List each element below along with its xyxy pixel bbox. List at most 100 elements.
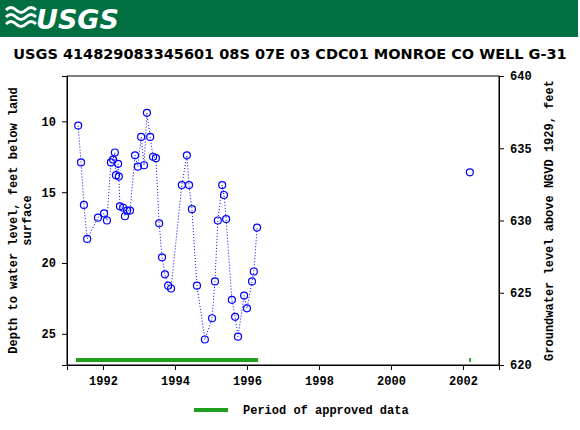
- x-axis-tick: 1992: [89, 365, 118, 389]
- y-axis-tick: 10: [42, 116, 67, 130]
- logo: [6, 8, 36, 27]
- header-banner: [0, 0, 578, 37]
- x-axis-tick-mark: [463, 365, 464, 370]
- y2-axis-tick: 620: [499, 359, 532, 373]
- y2-axis-tick-mark: [499, 76, 504, 77]
- y2-axis-title: Groundwater level above NGVD 1929, feet: [543, 80, 557, 361]
- x-axis-tick-label: 1996: [233, 375, 262, 389]
- data-point: [75, 122, 82, 129]
- data-point: [254, 224, 261, 231]
- data-point: [211, 278, 218, 285]
- data-point: [223, 216, 230, 223]
- y2-axis-tick-label: 630: [510, 215, 532, 229]
- x-axis-tick-mark: [175, 365, 176, 370]
- logo-wave: [6, 15, 36, 20]
- y-axis-tick: 15: [42, 187, 67, 201]
- legend-label: Period of approved data: [243, 404, 409, 418]
- data-point: [115, 160, 122, 167]
- data-point: [235, 333, 242, 340]
- x-axis: 1992 1994 1996 1998 2000 2002: [68, 365, 500, 389]
- logo-wave: [6, 8, 36, 13]
- y2-axis-tick: 635: [499, 143, 532, 157]
- data-point: [188, 206, 195, 213]
- data-point: [183, 152, 190, 159]
- data-point: [152, 155, 159, 162]
- data-point: [80, 201, 87, 208]
- legend: Period of approved data: [194, 404, 409, 418]
- y2-axis-tick: 640: [499, 70, 532, 84]
- data-point: [214, 217, 221, 224]
- series-line: [78, 113, 470, 340]
- data-point: [220, 192, 227, 199]
- chart: USGSUSGS 414829083345601 08S 07E 03 CDC0…: [0, 0, 580, 430]
- y-axis-title: surface: [21, 195, 35, 245]
- data-point: [111, 149, 118, 156]
- data-point: [159, 254, 166, 261]
- data-point: [168, 285, 175, 292]
- data-point: [147, 133, 154, 140]
- x-axis-tick-label: 1992: [89, 375, 118, 389]
- y2-axis-tick: 630: [499, 215, 532, 229]
- x-axis-tick-label: 1994: [161, 375, 190, 389]
- data-point: [219, 182, 226, 189]
- y-axis-tick-mark: [62, 263, 67, 264]
- x-axis-tick: 2000: [377, 365, 406, 389]
- y-axis-tick-mark: [62, 334, 67, 335]
- x-axis-tick: 1996: [233, 365, 262, 389]
- data-point: [209, 315, 216, 322]
- legend-swatch: [194, 408, 228, 412]
- data-point: [161, 271, 168, 278]
- data-point: [127, 207, 134, 214]
- y-axis: 10 15 20 25: [42, 77, 68, 366]
- data-point: [115, 173, 122, 180]
- data-point: [141, 162, 148, 169]
- y-axis-tick: 20: [42, 257, 67, 271]
- y2-axis-line: [500, 77, 505, 366]
- plot-frame: [67, 76, 499, 365]
- data-point: [178, 182, 185, 189]
- logo-text: USGS: [36, 4, 119, 35]
- x-axis-tick-label: 2000: [377, 375, 406, 389]
- y-axis-tick-label: 25: [42, 328, 56, 342]
- y2-axis-tick-mark: [499, 221, 504, 222]
- approved-period: [469, 358, 471, 362]
- x-axis-tick: 1994: [161, 365, 190, 389]
- approved-period: [76, 358, 258, 362]
- data-point: [249, 278, 256, 285]
- y-axis-tick-label: 20: [42, 257, 56, 271]
- y2-axis-tick: 625: [499, 287, 532, 301]
- x-axis-line: [68, 366, 500, 371]
- y-axis-tick-label: 10: [42, 116, 56, 130]
- y2-axis-tick-mark: [499, 365, 504, 366]
- y2-axis-tick-label: 625: [510, 287, 532, 301]
- y2-axis-tick-label: 620: [510, 359, 532, 373]
- data-point: [466, 169, 473, 176]
- data-point: [193, 282, 200, 289]
- x-axis-tick-mark: [103, 365, 104, 370]
- y-axis-tick-mark: [62, 121, 67, 122]
- x-axis-tick: 1998: [305, 365, 334, 389]
- data-point: [201, 336, 208, 343]
- y-axis-title: Depth to water level, feet below land: [7, 87, 21, 353]
- data-point: [103, 217, 110, 224]
- data-point: [244, 305, 251, 312]
- data-point: [138, 133, 145, 140]
- y2-axis: 620 625 630 635 640: [499, 70, 532, 373]
- x-axis-tick-mark: [247, 365, 248, 370]
- data-point: [101, 210, 108, 217]
- x-axis-tick-label: 1998: [305, 375, 334, 389]
- logo-wave: [6, 22, 36, 27]
- data-point: [132, 152, 139, 159]
- data-point: [228, 296, 235, 303]
- y2-axis-tick-mark: [499, 293, 504, 294]
- y2-axis-tick-mark: [499, 148, 504, 149]
- y-axis-tick-mark: [62, 192, 67, 193]
- plot-area: [75, 109, 474, 362]
- data-point: [250, 268, 257, 275]
- data-point: [78, 159, 85, 166]
- x-axis-tick-label: 2002: [449, 375, 478, 389]
- y2-axis-tick-label: 640: [510, 70, 532, 84]
- x-axis-tick-mark: [319, 365, 320, 370]
- data-point: [186, 182, 193, 189]
- data-point: [84, 235, 91, 242]
